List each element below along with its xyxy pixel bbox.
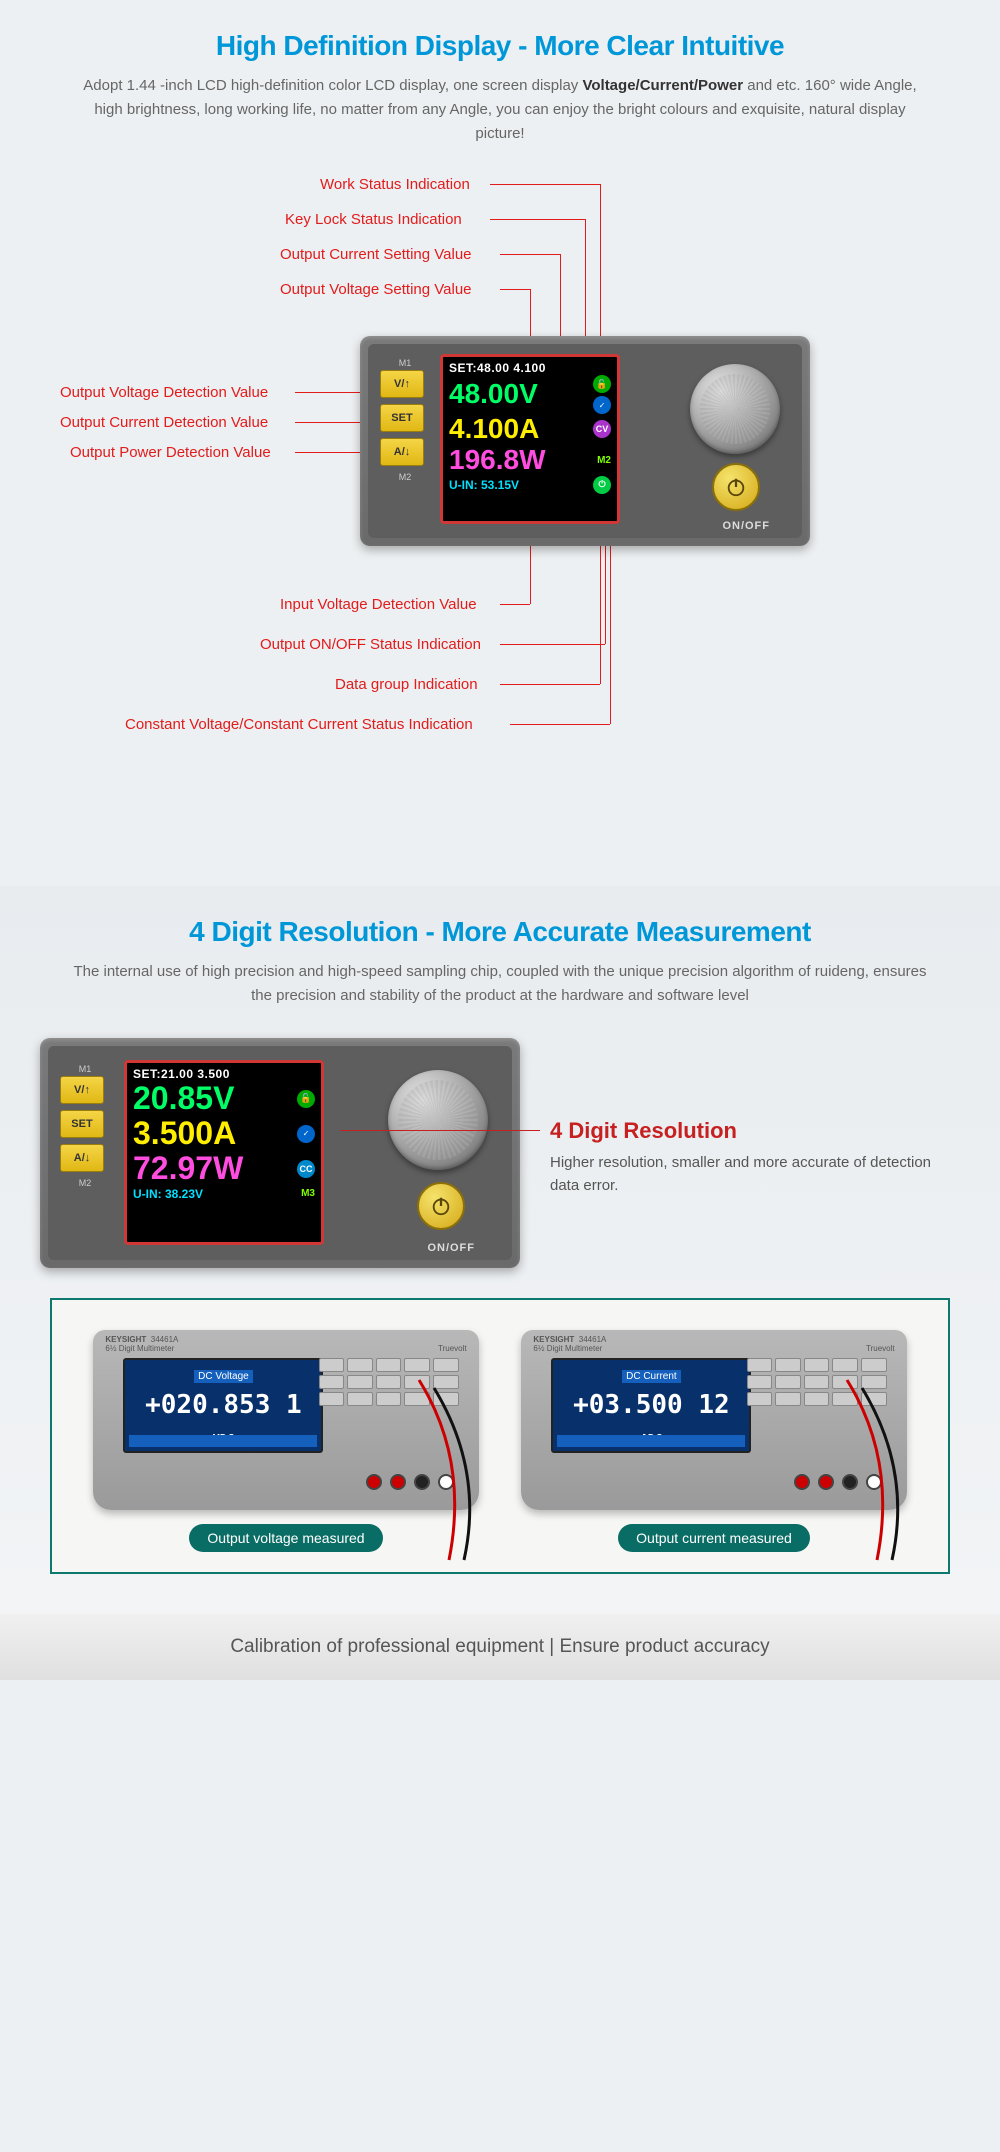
a-down-button-2[interactable]: A/↓ [60, 1144, 104, 1172]
screen-current: 4.100A [449, 414, 539, 445]
screen-uin: U-IN: 53.15V [449, 478, 519, 492]
a-down-button[interactable]: A/↓ [380, 438, 424, 466]
m2-label: M2 [380, 472, 430, 482]
screen-set-line: SET:48.00 4.100 [449, 361, 611, 375]
power-icon: ⏻ [593, 476, 611, 494]
probe-wires [409, 1380, 489, 1560]
label-out-vol-det: Output Voltage Detection Value [60, 384, 268, 401]
label-out-pow-det: Output Power Detection Value [70, 444, 271, 461]
footer-text: Calibration of professional equipment | … [0, 1614, 1000, 1680]
cc-badge: CC [297, 1160, 315, 1178]
lcd-screen: SET:48.00 4.100 48.00V 🔓 ✓ 4.100A CV 196… [440, 354, 620, 524]
v-up-button-2[interactable]: V/↑ [60, 1076, 104, 1104]
screen2-set: SET:21.00 3.500 [133, 1067, 315, 1081]
m-badge-2: M3 [301, 1188, 315, 1199]
multimeter-left: KEYSIGHT 34461A6½ Digit MultimeterTruevo… [93, 1330, 478, 1510]
screen-voltage: 48.00V [449, 379, 538, 410]
rotary-knob-2[interactable] [388, 1070, 488, 1170]
device-unit-2: M1 V/↑ SET A/↓ M2 SET:21.00 3.500 20.85V… [40, 1038, 520, 1268]
screen2-a: 3.500A [133, 1116, 236, 1151]
annotated-diagram: Work Status Indication Key Lock Status I… [30, 166, 970, 846]
m1-label-2: M1 [60, 1064, 110, 1074]
power-icon [725, 476, 747, 498]
meter-left-badge: Output voltage measured [189, 1524, 382, 1552]
meter-right-header: DC Current [622, 1370, 681, 1383]
rotary-knob[interactable] [690, 364, 780, 454]
cv-badge: CV [593, 420, 611, 438]
onoff-label-2: ON/OFF [427, 1242, 475, 1254]
screen-power: 196.8W [449, 445, 546, 476]
desc-bold: Voltage/Current/Power [582, 77, 743, 94]
meter-brand: KEYSIGHT [105, 1335, 146, 1344]
section-resolution: 4 Digit Resolution - More Accurate Measu… [0, 886, 1000, 1614]
m2-label-2: M2 [60, 1178, 110, 1188]
label-cvcc: Constant Voltage/Constant Current Status… [125, 716, 473, 733]
m1-label: M1 [380, 358, 430, 368]
onoff-button[interactable] [712, 463, 760, 511]
v-up-button[interactable]: V/↑ [380, 370, 424, 398]
set-button-2[interactable]: SET [60, 1110, 104, 1138]
callout-line [340, 1130, 540, 1131]
label-out-onoff: Output ON/OFF Status Indication [260, 636, 481, 653]
lock-icon: 🔓 [297, 1090, 315, 1108]
device-unit: M1 V/↑ SET A/↓ M2 SET:48.00 4.100 48.00V… [360, 336, 810, 546]
label-out-cur-det: Output Current Detection Value [60, 414, 268, 431]
power-icon [430, 1195, 452, 1217]
meter-right-badge: Output current measured [618, 1524, 810, 1552]
onoff-button-2[interactable] [417, 1182, 465, 1230]
meter-left-value: +020.853 1 [145, 1390, 302, 1420]
check-icon: ✓ [297, 1125, 315, 1143]
resolution-text: Higher resolution, smaller and more accu… [550, 1152, 960, 1197]
check-icon: ✓ [593, 396, 611, 414]
section2-desc: The internal use of high precision and h… [70, 960, 930, 1008]
section-display: High Definition Display - More Clear Int… [0, 0, 1000, 886]
onoff-label: ON/OFF [722, 520, 770, 532]
label-data-group: Data group Indication [335, 676, 478, 693]
probe-wires [837, 1380, 917, 1560]
meter-left-header: DC Voltage [194, 1370, 253, 1383]
label-out-vol-set: Output Voltage Setting Value [280, 281, 472, 298]
meters-panel: KEYSIGHT 34461A6½ Digit MultimeterTruevo… [50, 1298, 950, 1574]
screen2-v: 20.85V [133, 1081, 234, 1116]
label-work-status: Work Status Indication [320, 176, 470, 193]
lcd-screen-2: SET:21.00 3.500 20.85V 🔓 3.500A ✓ 72.97W CC… [124, 1060, 324, 1245]
label-out-cur-set: Output Current Setting Value [280, 246, 472, 263]
lock-icon: 🔓 [593, 375, 611, 393]
resolution-heading: 4 Digit Resolution [550, 1118, 960, 1144]
screen2-uin: U-IN: 38.23V [133, 1187, 203, 1201]
m-badge: M2 [597, 455, 611, 466]
desc-pre: Adopt 1.44 -inch LCD high-definition col… [83, 77, 582, 94]
label-key-lock: Key Lock Status Indication [285, 211, 462, 228]
section2-title: 4 Digit Resolution - More Accurate Measu… [30, 916, 970, 948]
section1-desc: Adopt 1.44 -inch LCD high-definition col… [70, 74, 930, 146]
meter-right-value: +03.500 12 [573, 1390, 730, 1420]
set-button[interactable]: SET [380, 404, 424, 432]
multimeter-right: KEYSIGHT 34461A6½ Digit MultimeterTruevo… [521, 1330, 906, 1510]
section1-title: High Definition Display - More Clear Int… [30, 30, 970, 62]
label-in-vol-det: Input Voltage Detection Value [280, 596, 477, 613]
screen2-w: 72.97W [133, 1151, 243, 1186]
